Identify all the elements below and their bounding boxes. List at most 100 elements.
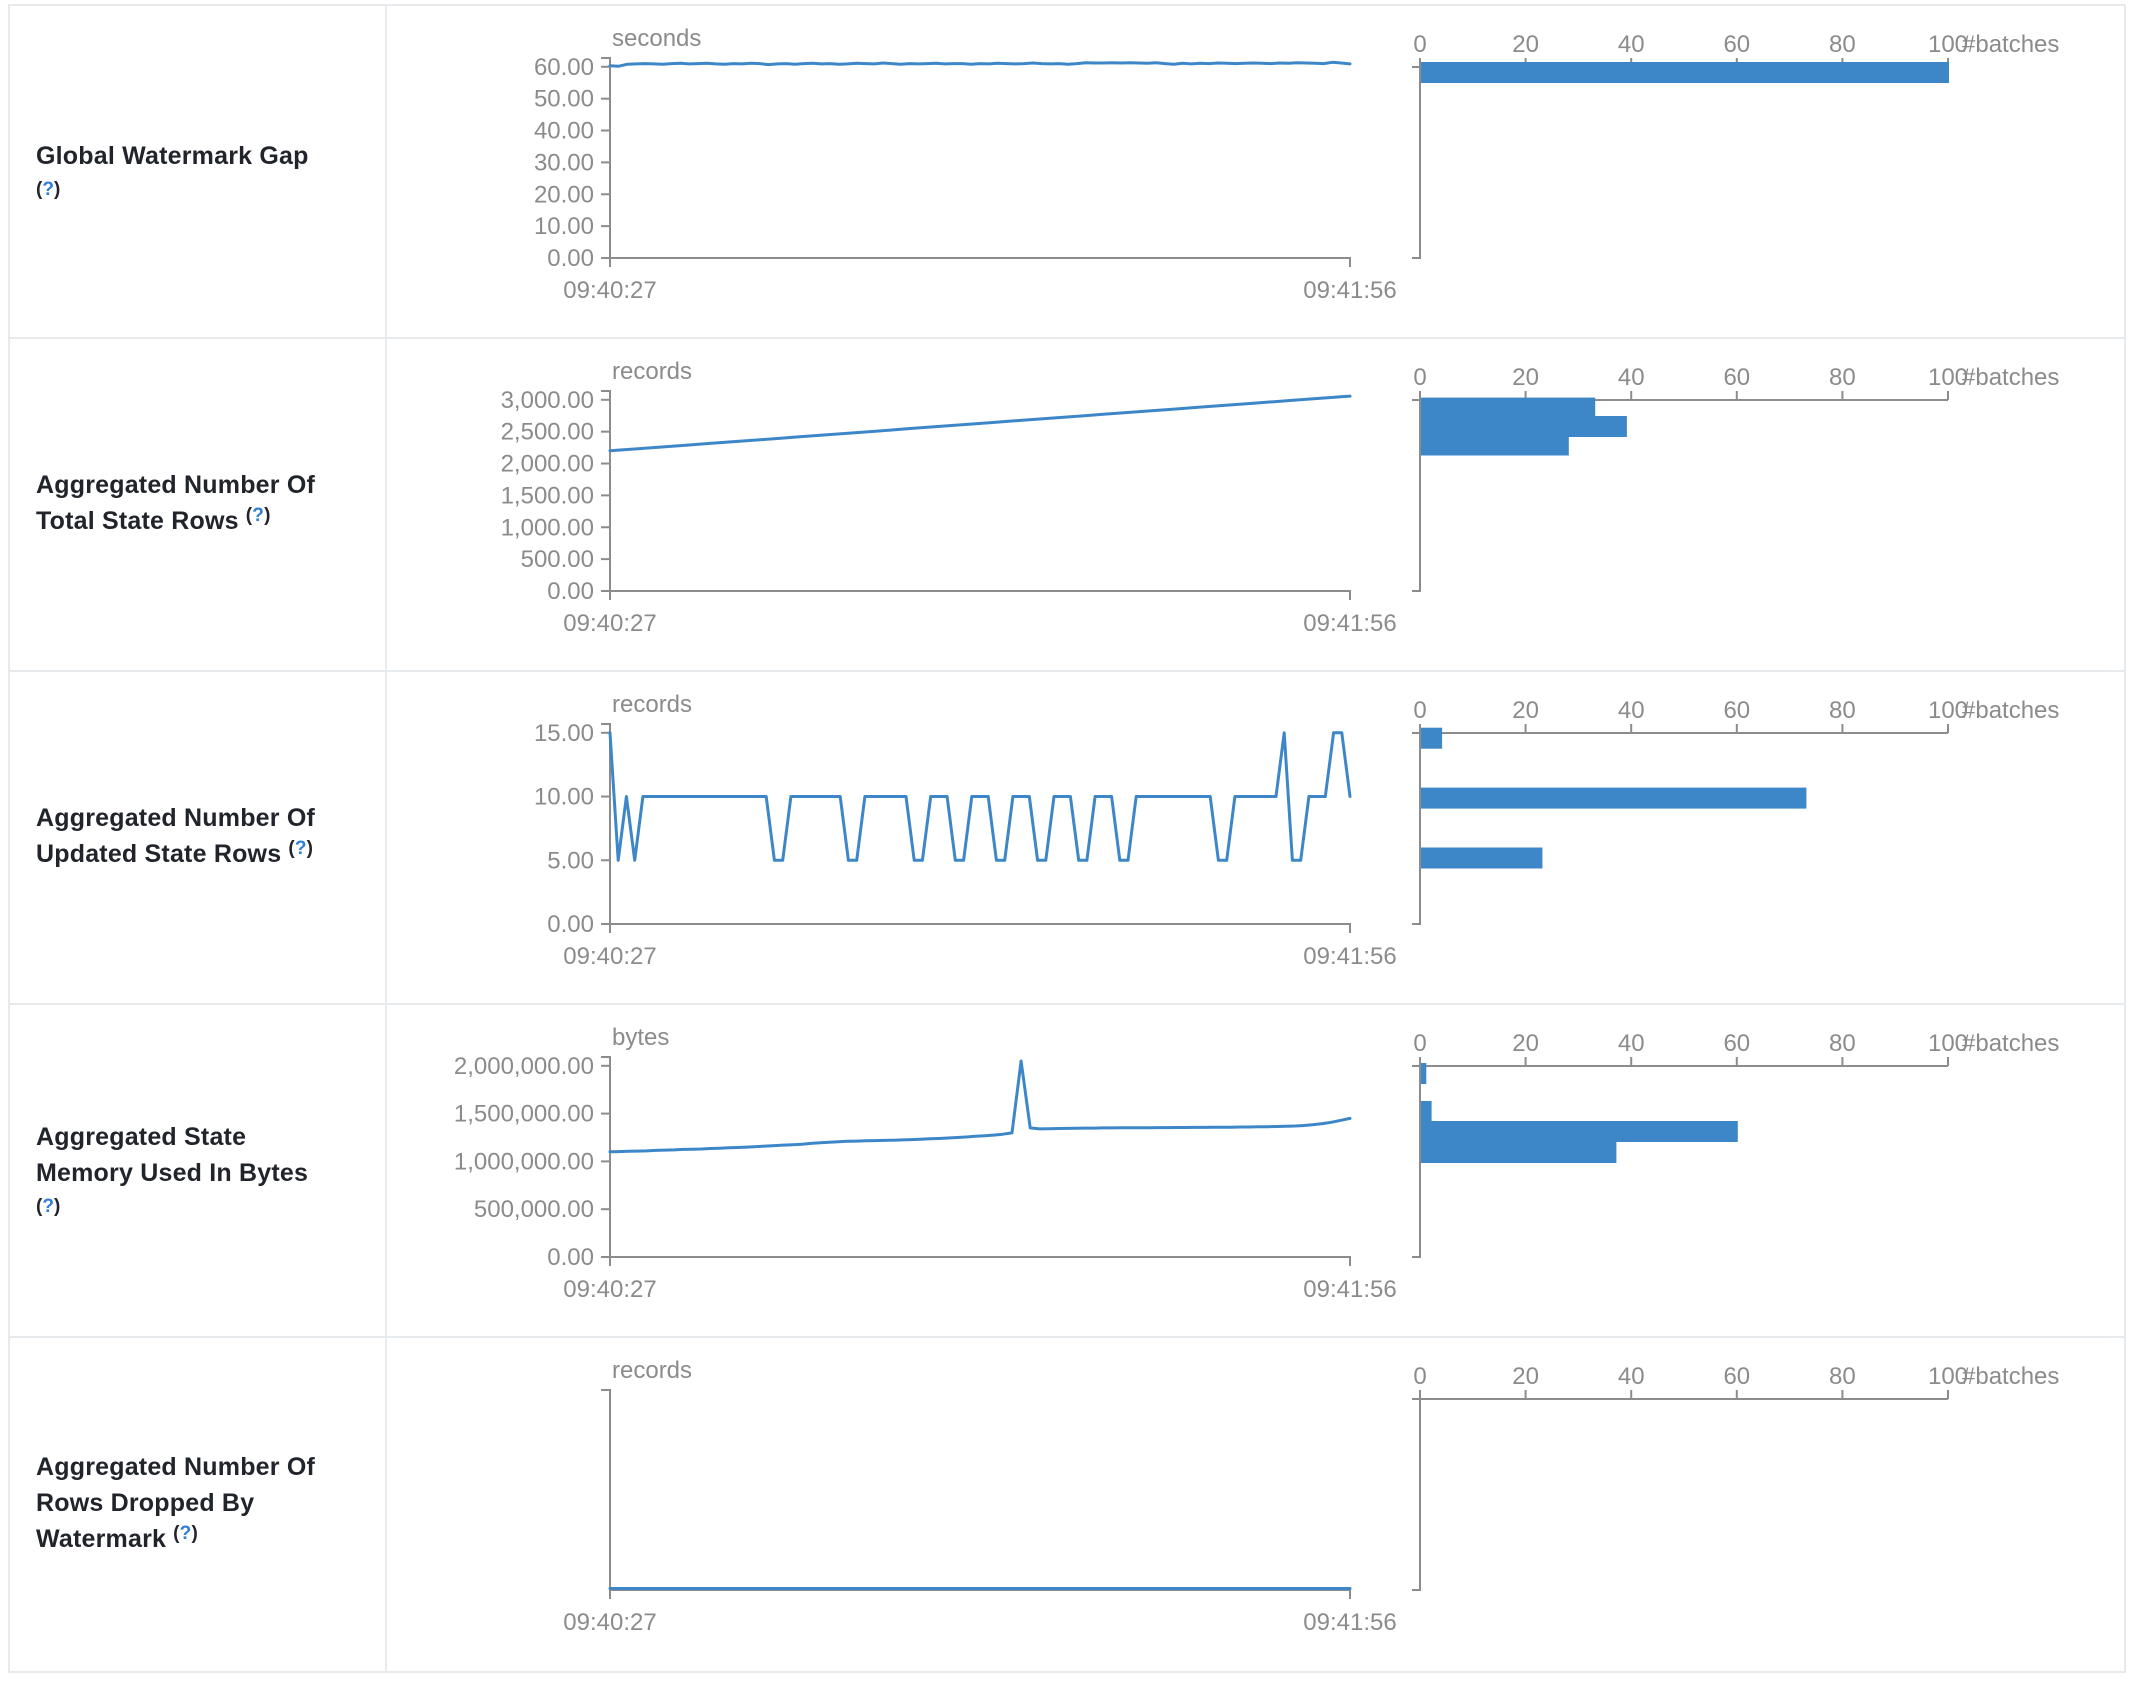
batches-tick-label: 0	[1413, 364, 1426, 391]
metric-title-line: Aggregated Number Of	[36, 471, 316, 499]
metric-title-line: Memory Used In Bytes	[36, 1159, 309, 1187]
x-axis-start-time: 09:40:27	[563, 610, 656, 637]
batches-tick-label: 80	[1829, 364, 1856, 391]
metric-label-cell: Aggregated Number Of Total State Rows (?)	[10, 339, 387, 670]
timeline-and-histogram-aggregated-state-memory-used-in-bytes: bytes 0.00 500,000.00 1,000,000.00 1,500,000…	[454, 1024, 2060, 1303]
help-link-global-watermark-gap[interactable]: (?)	[36, 179, 61, 200]
histogram-bar	[1421, 1142, 1617, 1163]
x-axis-start-time: 09:40:27	[563, 943, 656, 970]
timeline-x-axis	[609, 1256, 1351, 1266]
histogram-bar	[1421, 62, 1949, 83]
histogram-bar	[1421, 787, 1807, 809]
batches-axis-label: #batches	[1962, 1030, 2059, 1057]
y-tick-label: 10.00	[534, 213, 594, 240]
metric-title-line: Aggregated State	[36, 1123, 247, 1151]
histogram-bar	[1421, 397, 1596, 419]
metric-title-line: Updated State Rows (?)	[36, 838, 314, 868]
help-link-aggregated-number-of-updated-state-rows[interactable]: (?)	[288, 838, 314, 859]
timeline-and-histogram-aggregated-number-of-total-state-rows: records 0.00 500.00 1,000.00 1,500.00 2,000.0…	[501, 358, 2060, 637]
batches-tick-label: 40	[1618, 1363, 1645, 1390]
streaming-statistics-table: Global Watermark Gap (?) seconds 0.00 10.00 2…	[8, 4, 2126, 1673]
batches-tick-label: 60	[1723, 1030, 1750, 1057]
metric-label-cell: Aggregated Number Of Updated State Rows (?…	[10, 672, 387, 1003]
x-axis-end-time: 09:41:56	[1303, 1609, 1396, 1636]
help-link-aggregated-number-of-rows-dropped-by-watermark[interactable]: (?)	[173, 1523, 198, 1544]
y-tick-label: 1,500.00	[501, 482, 594, 509]
y-tick-label: 10.00	[534, 784, 594, 811]
metric-title-line: Rows Dropped By	[36, 1489, 255, 1517]
y-tick-label: 1,500,000.00	[454, 1101, 594, 1128]
batches-tick-label: 100	[1928, 1363, 1968, 1390]
help-link-aggregated-number-of-total-state-rows[interactable]: (?)	[245, 505, 271, 526]
batches-tick-label: 80	[1829, 697, 1856, 724]
timeline-y-axis	[601, 1389, 611, 1590]
batches-tick-label: 20	[1512, 1363, 1539, 1390]
x-axis-start-time: 09:40:27	[563, 277, 656, 304]
timeline-y-axis	[601, 723, 611, 924]
unit-label: records	[612, 358, 692, 385]
x-axis-start-time: 09:40:27	[563, 1276, 656, 1303]
metric-title-line: Watermark (?)	[36, 1523, 198, 1553]
histogram-bar	[1421, 1121, 1738, 1142]
batches-tick-label: 20	[1512, 1030, 1539, 1057]
batches-axis-label: #batches	[1962, 697, 2059, 724]
batches-tick-label: 20	[1512, 364, 1539, 391]
question-mark-icon: ?	[294, 838, 307, 859]
y-tick-label: 500,000.00	[474, 1196, 594, 1223]
unit-label: seconds	[612, 25, 701, 52]
batches-tick-label: 60	[1723, 1363, 1750, 1390]
y-tick-label: 15.00	[534, 720, 594, 747]
histogram-y-axis	[1412, 1066, 1421, 1258]
stat-row-aggregated-number-of-rows-dropped-by-watermark: Aggregated Number Of Rows Dropped By Water…	[10, 1338, 2124, 1671]
metric-title-line: Total State Rows (?)	[36, 505, 271, 535]
y-tick-label: 1,000,000.00	[454, 1148, 594, 1175]
stat-row-aggregated-number-of-total-state-rows: Aggregated Number Of Total State Rows (?) r…	[10, 339, 2124, 672]
batches-tick-label: 60	[1723, 364, 1750, 391]
histogram-bar	[1421, 1101, 1432, 1122]
y-tick-label: 20.00	[534, 181, 594, 208]
batches-tick-label: 40	[1618, 697, 1645, 724]
batches-tick-label: 20	[1512, 31, 1539, 58]
y-tick-label: 50.00	[534, 86, 594, 113]
batches-tick-label: 0	[1413, 697, 1426, 724]
question-mark-icon: ?	[42, 1196, 54, 1217]
batches-axis-label: #batches	[1962, 364, 2059, 391]
charts-cell: records 09:40:27 09:41:56 0 20 40 60 80 100 #batc…	[387, 1338, 2124, 1671]
timeline-x-axis	[609, 1589, 1351, 1599]
stat-row-global-watermark-gap: Global Watermark Gap (?) seconds 0.00 10.00 2…	[10, 6, 2124, 339]
y-tick-label: 30.00	[534, 149, 594, 176]
batches-tick-label: 100	[1928, 31, 1968, 58]
batches-tick-label: 100	[1928, 364, 1968, 391]
y-tick-label: 0.00	[547, 245, 594, 272]
question-mark-icon: ?	[252, 505, 265, 526]
timeline-line-series	[608, 1059, 1352, 1154]
help-link-aggregated-state-memory-used-in-bytes[interactable]: (?)	[36, 1196, 61, 1217]
y-tick-label: 60.00	[534, 54, 594, 81]
x-axis-end-time: 09:41:56	[1303, 610, 1396, 637]
y-tick-label: 0.00	[547, 1244, 594, 1271]
y-tick-label: 1,000.00	[501, 514, 594, 541]
timeline-line-series	[608, 60, 1352, 68]
batches-tick-label: 0	[1413, 1030, 1426, 1057]
histogram-bar	[1421, 434, 1569, 456]
timeline-x-axis	[609, 590, 1351, 600]
charts-cell: records 0.00 500.00 1,000.00 1,500.00 2,000.0…	[387, 339, 2124, 670]
histogram-y-axis	[1412, 400, 1421, 592]
x-axis-start-time: 09:40:27	[563, 1609, 656, 1636]
timeline-x-axis	[609, 257, 1351, 267]
y-tick-label: 0.00	[547, 911, 594, 938]
x-axis-end-time: 09:41:56	[1303, 277, 1396, 304]
batches-tick-label: 80	[1829, 31, 1856, 58]
y-tick-label: 3,000.00	[501, 387, 594, 414]
batches-axis-label: #batches	[1962, 31, 2059, 58]
batches-tick-label: 40	[1618, 1030, 1645, 1057]
stat-row-aggregated-number-of-updated-state-rows: Aggregated Number Of Updated State Rows (?…	[10, 672, 2124, 1005]
x-axis-end-time: 09:41:56	[1303, 1276, 1396, 1303]
batches-tick-label: 80	[1829, 1030, 1856, 1057]
question-mark-icon: ?	[42, 179, 54, 200]
batches-tick-label: 100	[1928, 1030, 1968, 1057]
batches-tick-label: 40	[1618, 31, 1645, 58]
timeline-line-series	[608, 394, 1352, 453]
metric-label-cell: Global Watermark Gap (?)	[10, 6, 387, 337]
metric-title-line: Global Watermark Gap	[36, 142, 309, 170]
